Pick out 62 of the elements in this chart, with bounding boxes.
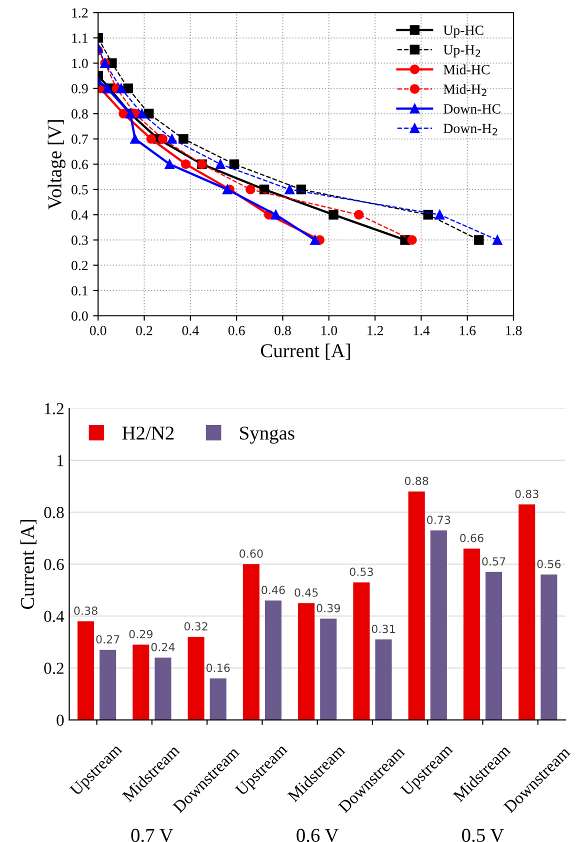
y-tick-label: 0.4: [44, 610, 64, 622]
legend-label: Mid-H$_{2}$: [444, 84, 486, 96]
data-label: 0.45: [294, 588, 318, 597]
y-tick-label: 0.3: [72, 236, 88, 245]
y-tick-label: 1.1: [72, 34, 88, 43]
data-label: 0.16: [206, 664, 230, 672]
data-label: 0.32: [184, 622, 208, 631]
y-tick-label: 0.5: [72, 185, 88, 194]
data-label: 0.60: [240, 549, 263, 558]
legend-label: Down-HC: [444, 104, 500, 114]
x-tick-label: 0.0: [90, 326, 106, 336]
y-tick-label: 0.2: [72, 260, 88, 270]
x-tick-label: 1.2: [368, 326, 383, 336]
data-label: 0.38: [74, 606, 98, 615]
x-tick-label: 1.4: [414, 326, 430, 336]
legend-label: Mid-HC: [444, 64, 490, 74]
x-tick-label: 1.8: [506, 326, 522, 336]
data-label: 0.56: [537, 560, 561, 568]
text: 0.7 V: [131, 828, 174, 842]
data-label: 0.57: [482, 557, 506, 566]
y-tick-label: 0.7: [72, 134, 88, 144]
data-label: 0.29: [129, 630, 153, 638]
y-tick-label: 0: [56, 714, 64, 726]
y-tick-label: 0.1: [72, 286, 88, 296]
legend-label: Up-HC: [443, 26, 484, 38]
x-axis-title: Current [A]: [260, 344, 350, 360]
y-tick-label: 1.2: [45, 403, 64, 414]
x-tick-label: 0.2: [136, 326, 152, 336]
y-tick-label: 1.0: [72, 58, 88, 68]
data-label: 0.39: [316, 604, 340, 612]
text: 0.5 V: [462, 828, 504, 842]
data-label: 0.83: [515, 490, 538, 498]
x-tick-label: 1.0: [321, 326, 338, 336]
x-tick-label: 1.6: [460, 326, 476, 336]
y-axis-title: Voltage [V]: [48, 120, 66, 210]
y-tick-label: 0.8: [72, 109, 88, 119]
legend-label: Down-H$_{2}$: [444, 124, 498, 136]
data-label: 0.46: [262, 586, 285, 594]
x-tick-label: 0.8: [274, 326, 291, 336]
y-tick-label: 0.6: [44, 558, 64, 570]
y-tick-label: 0.6: [72, 160, 88, 170]
x-tick-label: 0.4: [182, 326, 199, 336]
y-tick-label: 0.9: [72, 84, 88, 94]
y-tick-label: 0.0: [72, 311, 88, 321]
data-label: 0.24: [151, 642, 175, 652]
x-tick-label: 0.6: [228, 326, 245, 336]
y-tick-label: 0.2: [44, 662, 64, 674]
data-label: 0.88: [404, 476, 428, 486]
legend-label: H2/N2: [122, 426, 174, 440]
data-label: 0.31: [372, 624, 395, 634]
data-label: 0.27: [96, 635, 120, 644]
legend-label: Syngas: [240, 426, 294, 444]
y-tick-label: 0.4: [72, 210, 88, 220]
y-tick-label: 0.8: [44, 506, 64, 518]
data-label: 0.73: [427, 516, 450, 524]
legend-label: Up-H$_{2}$: [443, 45, 480, 58]
data-label: 0.53: [350, 568, 373, 576]
y-tick-label: 1: [58, 455, 64, 466]
text: 0.6 V: [296, 828, 339, 842]
data-label: 0.66: [460, 534, 484, 542]
y-tick-label: 1.2: [72, 8, 88, 18]
y-axis-title: Current [A]: [20, 520, 36, 609]
